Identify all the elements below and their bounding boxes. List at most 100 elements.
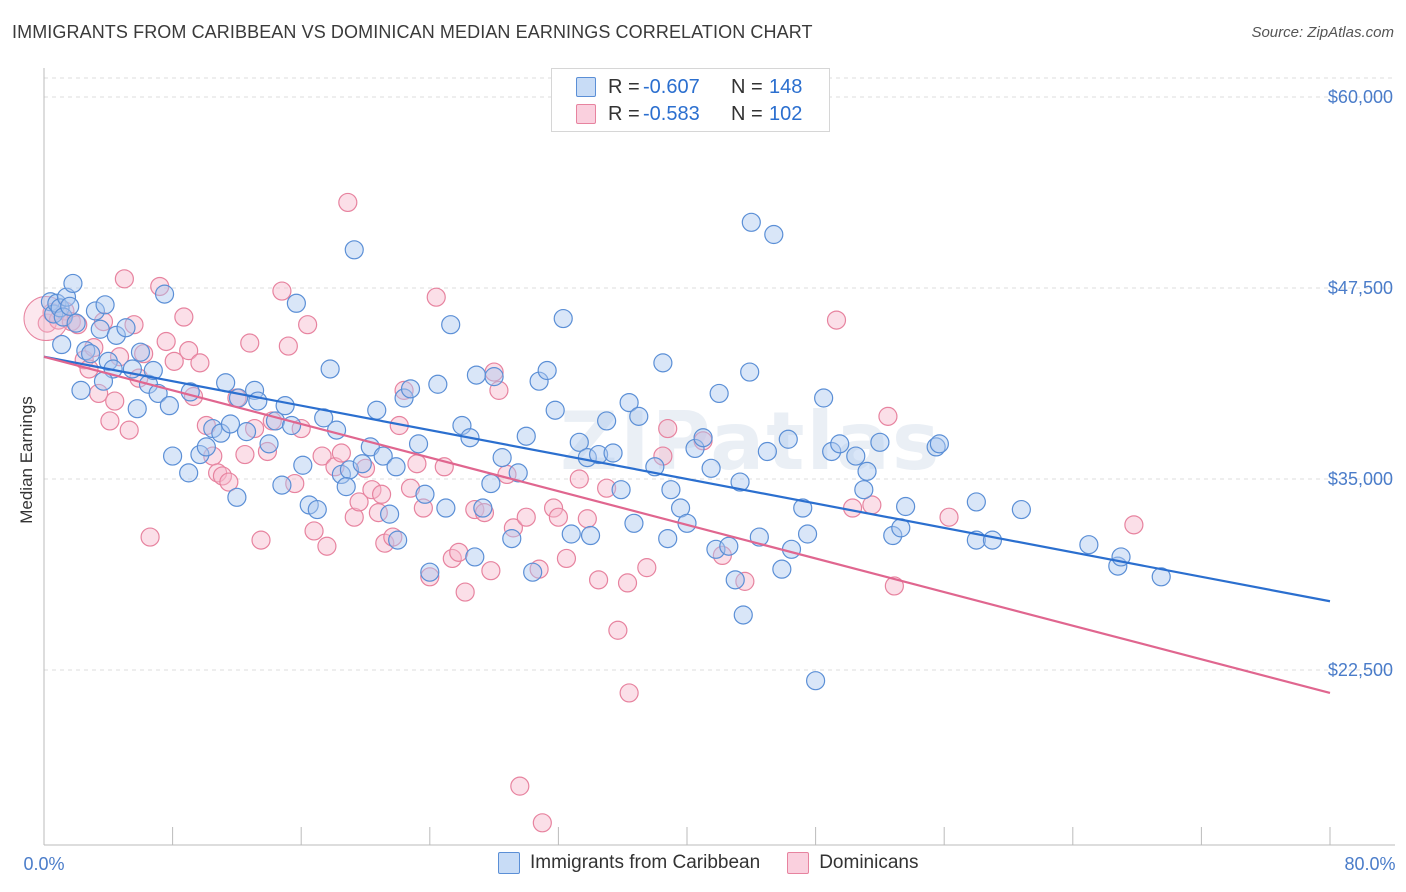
caribbean-point	[143, 360, 163, 381]
caribbean-point	[336, 477, 356, 497]
caribbean-point	[1151, 567, 1171, 587]
x-tick-label: 0.0%	[23, 854, 64, 874]
caribbean-point	[248, 391, 268, 411]
bottom-legend-caribbean: Immigrants from Caribbean	[498, 852, 760, 874]
dominican-point	[617, 573, 638, 593]
dominicans-points	[23, 192, 1144, 833]
dominican-point	[190, 353, 210, 373]
legend-row-dominicans: R = -0.583 N = 102	[552, 101, 802, 127]
grid-lines	[44, 77, 1395, 671]
caribbean-point	[719, 536, 739, 556]
caribbean-point	[492, 448, 512, 468]
caribbean-point	[481, 473, 501, 494]
dominican-point	[826, 310, 847, 330]
caribbean-point	[307, 499, 327, 520]
dominican-point	[344, 507, 364, 527]
dominican-point	[179, 341, 199, 361]
y-tick-label: $60,000	[1328, 87, 1393, 107]
caribbean-point	[709, 383, 729, 404]
dominican-point	[842, 498, 863, 518]
caribbean-point	[227, 487, 247, 507]
caribbean-point	[830, 434, 850, 454]
caribbean-point	[236, 422, 257, 442]
caribbean-point	[701, 458, 721, 478]
dominican-point	[884, 576, 904, 596]
caribbean-point	[159, 396, 179, 416]
caribbean-point	[400, 379, 421, 399]
caribbean-point	[259, 434, 279, 454]
caribbean-point	[580, 525, 601, 546]
caribbean-point	[870, 432, 890, 452]
caribbean-point	[854, 480, 874, 500]
caribbean-point	[179, 463, 199, 483]
caribbean-point	[725, 570, 745, 590]
caribbean-point	[741, 212, 761, 232]
caribbean-point	[523, 562, 543, 582]
caribbean-point	[352, 454, 372, 474]
caribbean-point	[926, 437, 946, 457]
caribbean-point	[846, 446, 866, 466]
dominican-point	[298, 315, 318, 335]
caribbean-point	[60, 296, 80, 316]
caribbean-point	[545, 400, 565, 420]
legend-n-label: N =	[731, 102, 763, 125]
caribbean-point	[982, 530, 1003, 550]
caribbean-point	[420, 562, 440, 582]
y-tick-label: $22,500	[1328, 660, 1393, 680]
caribbean-point	[373, 446, 393, 466]
caribbean-point	[71, 380, 91, 400]
caribbean-point	[740, 362, 760, 382]
caribbean-point	[1079, 535, 1099, 555]
dominican-point	[317, 536, 337, 556]
caribbean-point	[320, 359, 340, 379]
dominican-point	[109, 347, 130, 367]
dominican-point	[608, 620, 628, 640]
dominican-point	[371, 484, 392, 504]
dominican-point	[426, 287, 446, 307]
caribbean-trend-line	[43, 355, 1331, 603]
dominican-point	[577, 509, 597, 529]
caribbean-point	[465, 547, 485, 567]
chart-title: IMMIGRANTS FROM CARIBBEAN VS DOMINICAN M…	[12, 22, 813, 42]
caribbean-point	[473, 498, 493, 518]
dominican-point	[735, 571, 755, 591]
dominican-point	[597, 478, 617, 498]
dominican-point	[114, 269, 134, 289]
dominican-point	[619, 683, 639, 703]
caribbean-point	[537, 360, 557, 381]
caribbean-point	[196, 437, 216, 457]
caribbean-point	[275, 396, 295, 416]
dominican-point	[939, 507, 959, 527]
legend-row-caribbean: R = -0.607 N = 148	[552, 74, 802, 100]
legend-swatch-blue	[576, 77, 596, 97]
dominican-point	[543, 498, 564, 518]
caribbean-point	[154, 284, 175, 304]
caribbean-point	[408, 434, 429, 454]
caribbean-point	[116, 318, 136, 338]
caribbean-point	[805, 671, 826, 691]
caribbean-point	[529, 371, 549, 391]
dominican-point	[413, 498, 433, 518]
dominican-point	[878, 406, 898, 426]
caribbean-point	[436, 498, 456, 518]
caribbean-point	[797, 524, 818, 544]
dominican-point	[251, 530, 271, 550]
caribbean-point	[415, 484, 435, 504]
caribbean-point	[148, 383, 168, 404]
caribbean-point	[730, 472, 750, 492]
dominican-point	[331, 443, 351, 463]
caribbean-point	[163, 446, 183, 466]
legend-n-value: 102	[769, 102, 803, 125]
dominican-point	[272, 281, 292, 301]
bottom-legend-label: Immigrants from Caribbean	[530, 852, 761, 873]
y-axis-label: Median Earnings	[17, 396, 36, 524]
caribbean-point	[380, 504, 400, 524]
caribbean-point	[52, 334, 72, 355]
caribbean-point	[896, 496, 916, 517]
dominican-point	[156, 331, 176, 352]
bottom-legend-dominicans: Dominicans	[787, 852, 918, 874]
caribbean-point	[508, 463, 528, 483]
caribbean-point	[658, 528, 678, 549]
caribbean-point	[293, 455, 313, 475]
